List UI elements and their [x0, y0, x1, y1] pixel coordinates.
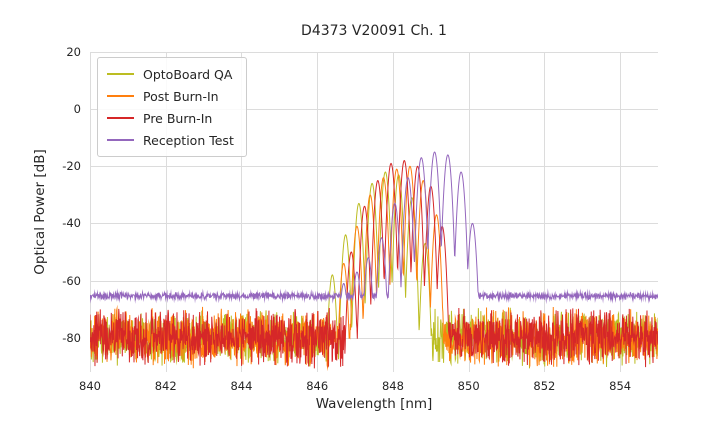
y-tick-label-20: 20	[66, 45, 81, 59]
y-tick-label--20: -20	[62, 159, 81, 174]
x-tick-label-852: 852	[533, 379, 556, 393]
chart-title: D4373 V20091 Ch. 1	[301, 23, 447, 39]
x-tick-label-854: 854	[609, 379, 632, 393]
x-tick-label-844: 844	[230, 379, 253, 393]
x-tick-label-840: 840	[79, 379, 101, 393]
y-tick-label-0: 0	[73, 102, 81, 117]
legend-line-swatch	[107, 139, 134, 141]
legend-line-swatch	[107, 73, 134, 75]
legend-line-swatch	[107, 95, 134, 97]
legend-label: OptoBoard QA	[143, 66, 233, 82]
x-tick-label-842: 842	[154, 379, 177, 393]
y-axis-label: Optical Power [dB]	[32, 149, 48, 275]
legend: OptoBoard QA Post Burn-In Pre Burn-In Recep…	[97, 57, 247, 157]
x-tick-label-850: 850	[457, 379, 480, 393]
legend-line-swatch	[107, 117, 134, 119]
x-tick-label-846: 846	[306, 379, 329, 393]
y-tick-label--80: -80	[62, 330, 81, 345]
legend-item-post-burn-in: Post Burn-In	[107, 85, 234, 107]
legend-item-reception-test: Reception Test	[107, 129, 234, 151]
x-axis-label: Wavelength [nm]	[315, 396, 433, 412]
legend-item-pre-burn-in: Pre Burn-In	[107, 107, 234, 129]
legend-item-optoboard-qa: OptoBoard QA	[107, 63, 234, 85]
y-tick-label--40: -40	[62, 216, 81, 231]
legend-label: Reception Test	[143, 132, 234, 148]
y-tick-label--60: -60	[62, 273, 81, 288]
x-tick-label-848: 848	[381, 379, 404, 393]
legend-label: Post Burn-In	[143, 88, 219, 104]
legend-label: Pre Burn-In	[143, 110, 213, 126]
